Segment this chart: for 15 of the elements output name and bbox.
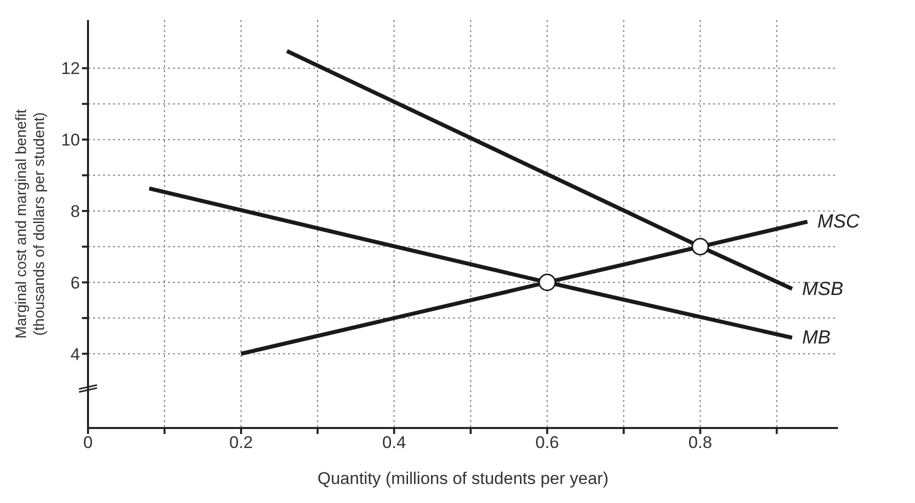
x-axis-title: Quantity (millions of students per year) <box>317 469 609 488</box>
series-label: MSB <box>802 278 844 300</box>
series-label: MSC <box>817 212 860 233</box>
y-tick-label: 8 <box>70 202 80 222</box>
y-axis-title: Marginal cost and marginal benefit (thousands of dollars per student) <box>13 108 48 339</box>
x-tick-label: 0.2 <box>229 433 253 452</box>
y-tick-label: 4 <box>70 344 80 364</box>
y-tick-label: 6 <box>70 273 80 292</box>
x-tick-label: 0.8 <box>688 433 712 452</box>
x-tick-label: 0.6 <box>535 433 560 452</box>
y-tick-label: 12 <box>61 59 80 78</box>
x-tick-label: 0 <box>83 433 93 452</box>
series-label: MB <box>802 328 831 349</box>
y-tick-label: 10 <box>61 130 80 150</box>
x-tick-label: 0.4 <box>382 433 406 452</box>
